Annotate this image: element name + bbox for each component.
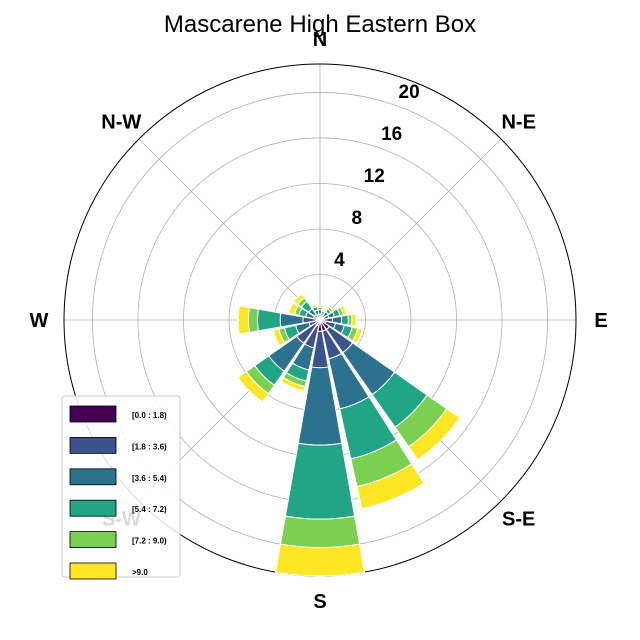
- bar-segment-15-5: [310, 303, 318, 310]
- legend-swatch-5: [69, 562, 117, 580]
- bar-segment-14-5: [293, 293, 306, 306]
- legend-label-3: [5.4 : 7.2): [132, 505, 167, 514]
- bar-segment-8-3: [284, 442, 356, 520]
- radial-tick-label: 4: [334, 250, 345, 271]
- direction-label-n-e: N-E: [501, 111, 535, 133]
- direction-label-s-e: S-E: [502, 509, 535, 531]
- bar-segment-9-5: [280, 376, 306, 392]
- grid-spoke-1: [319, 138, 502, 321]
- bar-segment-12-3: [256, 308, 282, 332]
- bar-segment-5-5: [351, 327, 363, 344]
- bar-segment-4-3: [340, 314, 349, 326]
- legend-label-1: [1.8 : 3.6): [132, 442, 167, 451]
- bar-segment-11-5: [272, 328, 286, 347]
- bar-segment-3-5: [339, 304, 348, 316]
- legend-label-4: [7.2 : 9.0): [132, 537, 167, 546]
- direction-label-e: E: [594, 310, 607, 332]
- radial-tick-label: 12: [364, 166, 385, 187]
- bar-segment-6-5: [408, 408, 461, 461]
- bar-segment-2-5: [328, 304, 336, 312]
- bar-segment-0-5: [316, 304, 324, 309]
- legend-swatch-4: [69, 531, 117, 548]
- legend-label-5: >9.0: [132, 568, 148, 577]
- direction-label-n-w: N-W: [101, 111, 141, 133]
- radial-tick-label: 16: [381, 124, 402, 145]
- grid-spoke-7: [138, 138, 321, 321]
- legend-label-0: [0.0 : 1.8): [132, 411, 167, 420]
- direction-label-s: S: [313, 591, 326, 613]
- bar-segment-4-5: [350, 313, 357, 327]
- legend-swatch-0: [69, 405, 117, 423]
- legend: [0.0 : 1.8) [1.8 : 3.6) [3.6 : 5.4) [5.4 : …: [61, 395, 181, 580]
- legend-box: [61, 395, 181, 578]
- bar-segment-8-4: [279, 515, 361, 548]
- radial-tick-label: 20: [399, 82, 420, 103]
- bar-segment-8-5: [274, 543, 366, 577]
- legend-label-2: [3.6 : 5.4): [132, 474, 167, 483]
- direction-label-n: N: [313, 29, 327, 51]
- legend-swatch-2: [69, 468, 117, 486]
- wind-bars: [237, 293, 461, 577]
- bar-segment-13-5: [288, 302, 299, 315]
- chart-title: Mascarene High Eastern Box: [164, 11, 476, 38]
- bar-segment-12-4: [247, 306, 259, 334]
- radial-tick-label: 8: [352, 208, 363, 229]
- bar-segment-10-5: [237, 370, 270, 403]
- legend-swatch-1: [69, 436, 117, 454]
- bar-segment-7-5: [356, 463, 425, 510]
- bar-segment-12-5: [237, 305, 250, 335]
- legend-swatch-3: [69, 499, 117, 517]
- direction-label-w: W: [30, 310, 49, 332]
